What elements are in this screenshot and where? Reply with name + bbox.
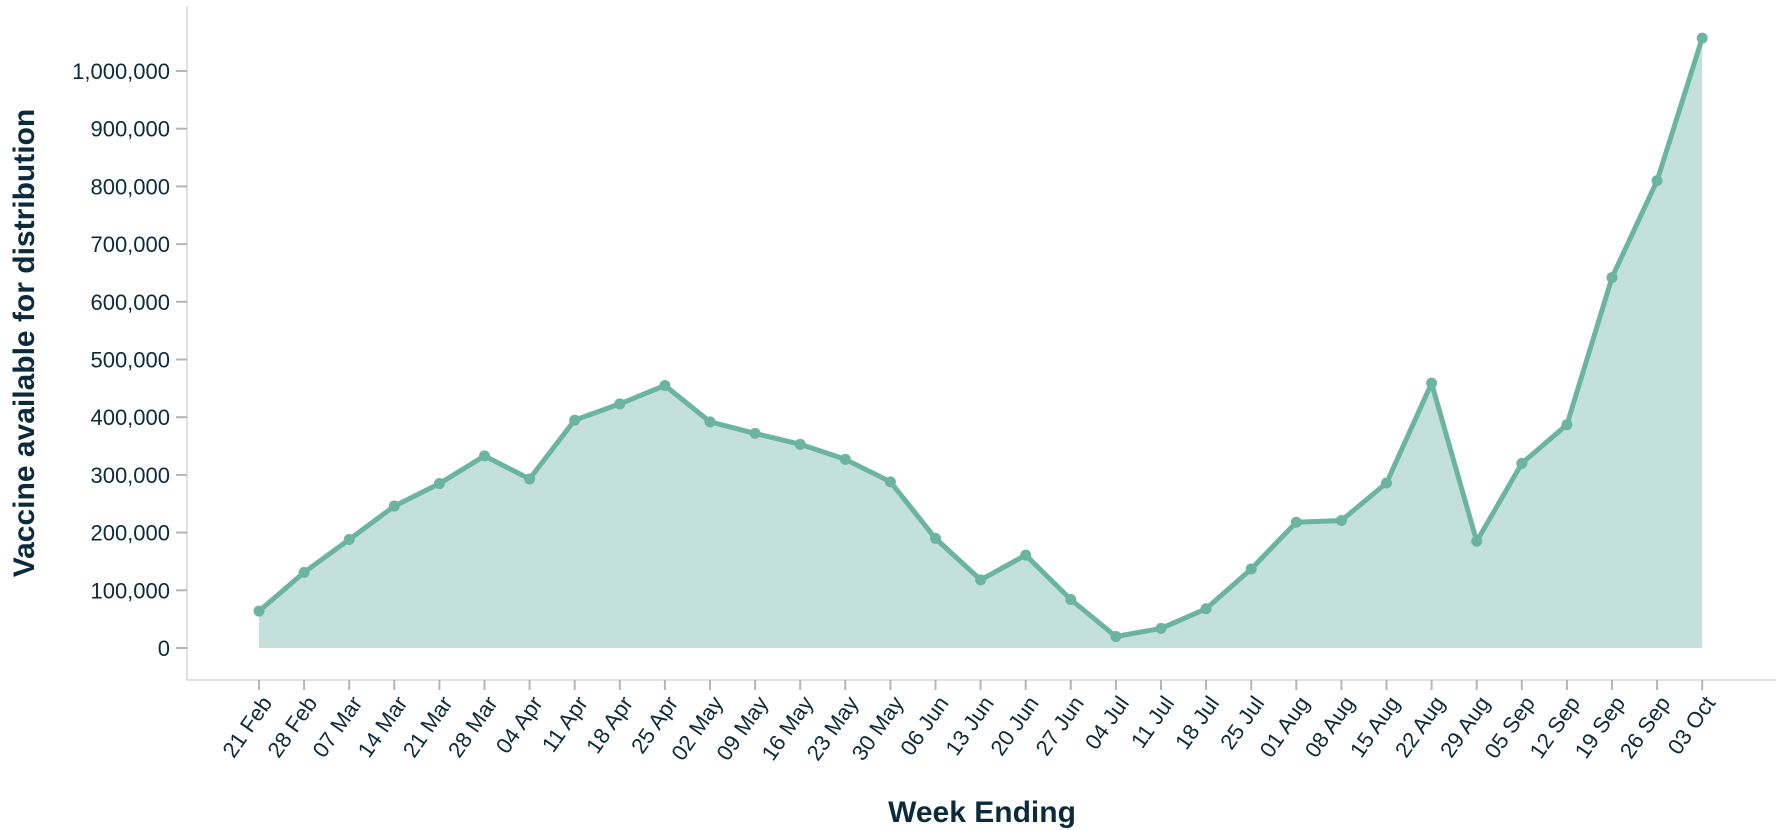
- y-tick-label: 700,000: [90, 232, 170, 257]
- plot-area: [253, 32, 1708, 649]
- x-tick-label: 03 Oct: [1663, 692, 1721, 759]
- data-point: [659, 379, 671, 391]
- data-point: [1696, 32, 1708, 44]
- y-tick-label: 0: [158, 636, 170, 661]
- data-point: [614, 398, 626, 410]
- data-point: [433, 478, 445, 490]
- data-point: [343, 534, 355, 546]
- data-point: [1200, 603, 1212, 615]
- data-point: [253, 605, 265, 617]
- y-axis-title: Vaccine available for distribution: [8, 109, 41, 577]
- y-tick-label: 900,000: [90, 117, 170, 142]
- data-point: [884, 476, 896, 488]
- x-tick-label: 04 Jul: [1080, 692, 1134, 754]
- data-point: [749, 427, 761, 439]
- data-point: [1335, 514, 1347, 526]
- data-point: [975, 574, 987, 586]
- data-point: [1245, 563, 1257, 575]
- data-point: [1561, 419, 1573, 431]
- data-point: [839, 453, 851, 465]
- data-points: [253, 32, 1708, 642]
- data-point: [1516, 457, 1528, 469]
- data-point: [930, 532, 941, 544]
- data-point: [524, 473, 536, 485]
- data-point: [388, 500, 400, 512]
- data-point: [1651, 175, 1663, 187]
- x-tick-label: 11 Jul: [1126, 692, 1179, 753]
- y-ticks: 0 100,000 200,000 300,000 400,000 500,000 600,…: [72, 59, 187, 661]
- data-point: [1471, 535, 1483, 547]
- y-tick-label: 200,000: [90, 521, 170, 546]
- x-tick-label: 04 Apr: [491, 692, 548, 758]
- y-tick-label: 800,000: [90, 174, 170, 199]
- data-point: [298, 566, 310, 578]
- y-tick-label: 600,000: [90, 290, 170, 315]
- data-point: [479, 450, 490, 462]
- data-point: [794, 438, 806, 450]
- data-point: [1155, 622, 1167, 634]
- y-tick-label: 1,000,000: [72, 59, 170, 84]
- x-axis-title: Week Ending: [888, 796, 1076, 829]
- data-point: [1606, 272, 1618, 284]
- x-tick-label: 27 Jun: [1031, 692, 1089, 760]
- data-point: [1020, 549, 1032, 561]
- x-tick-label: 18 Apr: [581, 692, 638, 758]
- data-point: [1110, 630, 1122, 642]
- data-point: [704, 416, 716, 428]
- y-tick-label: 400,000: [90, 405, 170, 430]
- data-point: [1426, 377, 1438, 389]
- y-tick-label: 100,000: [90, 578, 170, 603]
- y-tick-label: 300,000: [90, 463, 170, 488]
- data-point: [1065, 594, 1077, 606]
- x-tick-label: 18 Jul: [1170, 692, 1224, 754]
- y-tick-label: 500,000: [90, 348, 170, 373]
- area-fill: [259, 38, 1703, 649]
- data-point: [569, 414, 581, 426]
- y-axis: 0 100,000 200,000 300,000 400,000 500,000 600,…: [72, 6, 188, 680]
- data-point: [1381, 477, 1392, 489]
- data-point: [1290, 516, 1302, 528]
